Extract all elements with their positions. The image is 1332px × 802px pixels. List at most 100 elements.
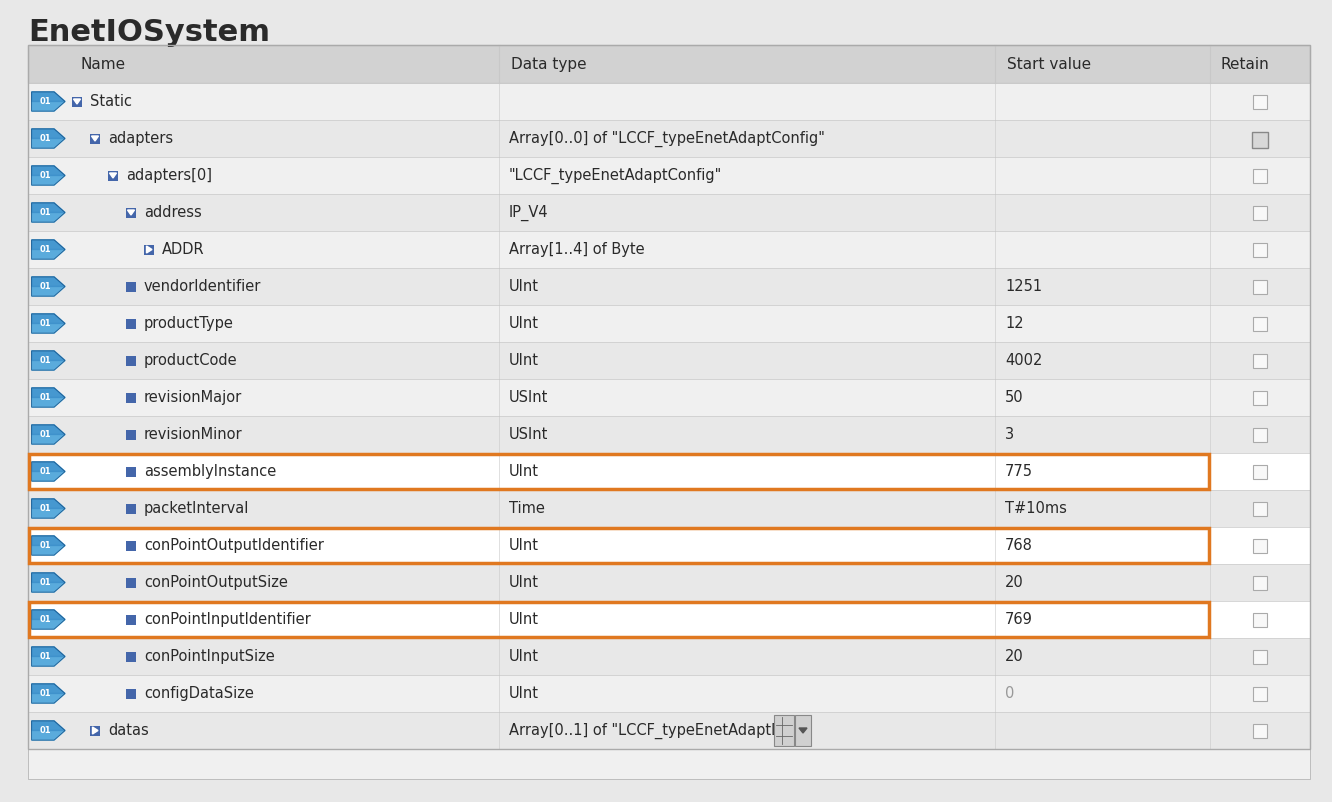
Polygon shape <box>92 727 99 734</box>
Bar <box>774 715 794 746</box>
Text: 775: 775 <box>1006 464 1034 479</box>
Bar <box>127 282 136 291</box>
Bar <box>1253 280 1267 294</box>
Polygon shape <box>32 425 65 444</box>
Polygon shape <box>32 647 65 666</box>
Polygon shape <box>147 246 152 253</box>
Text: 3: 3 <box>1006 427 1014 442</box>
Bar <box>127 430 136 439</box>
Text: Name: Name <box>80 57 125 72</box>
Bar <box>28 305 1309 342</box>
Bar <box>29 454 1209 489</box>
Bar <box>1253 650 1267 663</box>
Bar <box>127 504 136 513</box>
Bar <box>28 601 1309 638</box>
Polygon shape <box>32 573 65 582</box>
Text: revisionMinor: revisionMinor <box>144 427 242 442</box>
Bar <box>28 83 1309 120</box>
Text: configDataSize: configDataSize <box>144 686 254 701</box>
Polygon shape <box>32 425 65 435</box>
Bar <box>1253 501 1267 516</box>
Text: USInt: USInt <box>509 427 549 442</box>
Bar <box>144 245 155 254</box>
Polygon shape <box>32 203 65 222</box>
Text: UInt: UInt <box>509 649 539 664</box>
Polygon shape <box>32 314 65 323</box>
Text: 01: 01 <box>39 356 51 365</box>
Bar <box>127 614 136 625</box>
Polygon shape <box>32 129 65 139</box>
Polygon shape <box>32 388 65 398</box>
Text: "LCCF_typeEnetAdaptConfig": "LCCF_typeEnetAdaptConfig" <box>509 168 722 184</box>
Polygon shape <box>32 92 65 111</box>
Text: 01: 01 <box>39 171 51 180</box>
Text: address: address <box>144 205 201 220</box>
Bar <box>127 541 136 550</box>
Text: UInt: UInt <box>509 316 539 331</box>
Text: 01: 01 <box>39 652 51 661</box>
Bar <box>72 96 83 107</box>
Bar <box>1253 687 1267 700</box>
Text: 4002: 4002 <box>1006 353 1043 368</box>
Polygon shape <box>32 684 65 694</box>
Polygon shape <box>32 684 65 703</box>
Bar <box>127 318 136 329</box>
Bar <box>1253 391 1267 404</box>
Text: conPointInputSize: conPointInputSize <box>144 649 274 664</box>
Text: IP_V4: IP_V4 <box>509 205 549 221</box>
Text: conPointInputIdentifier: conPointInputIdentifier <box>144 612 310 627</box>
Text: UInt: UInt <box>509 464 539 479</box>
Bar <box>1253 613 1267 626</box>
Bar <box>127 688 136 699</box>
Text: adapters: adapters <box>108 131 173 146</box>
Bar <box>1253 538 1267 553</box>
Text: conPointOutputIdentifier: conPointOutputIdentifier <box>144 538 324 553</box>
Polygon shape <box>32 351 65 370</box>
Polygon shape <box>32 388 65 407</box>
Text: vendorIdentifier: vendorIdentifier <box>144 279 261 294</box>
Polygon shape <box>92 136 99 141</box>
Bar <box>28 231 1309 268</box>
Text: Time: Time <box>509 501 545 516</box>
Bar <box>1252 132 1268 148</box>
Bar <box>1253 317 1267 330</box>
Text: UInt: UInt <box>509 612 539 627</box>
Text: UInt: UInt <box>509 538 539 553</box>
Bar <box>28 490 1309 527</box>
Bar <box>91 133 100 144</box>
Text: 01: 01 <box>39 541 51 550</box>
Text: 1251: 1251 <box>1006 279 1042 294</box>
Text: 01: 01 <box>39 97 51 106</box>
Polygon shape <box>32 462 65 481</box>
Bar <box>28 749 1309 779</box>
Polygon shape <box>32 166 65 185</box>
Polygon shape <box>32 462 65 472</box>
Bar <box>28 194 1309 231</box>
Text: datas: datas <box>108 723 149 738</box>
Bar <box>28 416 1309 453</box>
Polygon shape <box>32 129 65 148</box>
Bar <box>1253 242 1267 257</box>
Bar <box>1253 576 1267 589</box>
Text: Static: Static <box>91 94 132 109</box>
Polygon shape <box>32 240 65 249</box>
Text: T#10ms: T#10ms <box>1006 501 1067 516</box>
Text: 01: 01 <box>39 319 51 328</box>
Bar <box>28 564 1309 601</box>
Text: 769: 769 <box>1006 612 1032 627</box>
Text: 01: 01 <box>39 393 51 402</box>
Text: 01: 01 <box>39 726 51 735</box>
Bar <box>28 120 1309 157</box>
Polygon shape <box>32 536 65 545</box>
Bar <box>29 528 1209 563</box>
Bar <box>127 467 136 476</box>
Text: 01: 01 <box>39 615 51 624</box>
Text: Start value: Start value <box>1007 57 1091 72</box>
Polygon shape <box>32 647 65 657</box>
Text: productCode: productCode <box>144 353 237 368</box>
Text: Array[1..4] of Byte: Array[1..4] of Byte <box>509 242 645 257</box>
Text: UInt: UInt <box>509 353 539 368</box>
Text: Data type: Data type <box>511 57 586 72</box>
Text: UInt: UInt <box>509 575 539 590</box>
Polygon shape <box>32 351 65 361</box>
